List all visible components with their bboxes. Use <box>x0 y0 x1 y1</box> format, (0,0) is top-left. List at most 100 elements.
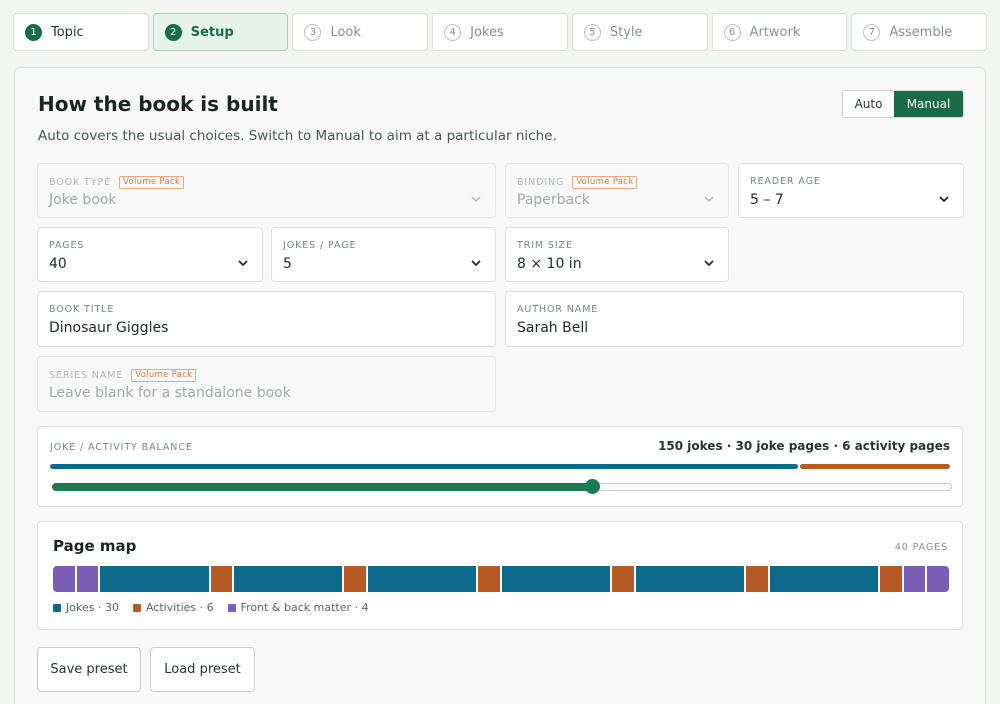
page-title: How the book is built <box>38 92 278 116</box>
chevron-down-icon <box>237 257 249 269</box>
author-name-label: Author name <box>517 304 599 315</box>
legend-swatch <box>227 603 236 612</box>
jokes-per-page-value: 5 <box>283 256 292 272</box>
field-label: Series name Volume Pack <box>49 369 197 382</box>
binding-value: Paperback <box>517 192 590 208</box>
mode-manual-button[interactable]: Manual <box>894 91 963 117</box>
page-segment-front <box>927 566 949 592</box>
page-map-title: Page map <box>53 537 137 555</box>
trim-size-value: 8 × 10 in <box>517 256 582 272</box>
step-assemble[interactable]: 7 Assemble <box>851 13 988 51</box>
balance-slider-thumb[interactable] <box>584 479 600 494</box>
jokes-per-page-select[interactable]: Jokes / page 5 <box>271 227 496 282</box>
balance-label: JOKE / ACTIVITY BALANCE <box>50 442 193 453</box>
volume-pack-badge: Volume Pack <box>131 369 197 382</box>
legend-label: Front & back matter · 4 <box>240 601 369 614</box>
step-label: Topic <box>51 24 84 40</box>
page-subtitle: Auto covers the usual choices. Switch to… <box>38 128 557 144</box>
page-segment-act <box>879 566 902 592</box>
pages-select[interactable]: Pages 40 <box>37 227 263 282</box>
page-segment-jokes <box>769 566 878 592</box>
step-look[interactable]: 3 Look <box>292 13 429 51</box>
page-segment-jokes <box>234 566 343 592</box>
pages-value: 40 <box>49 256 67 272</box>
balance-summary: 150 jokes · 30 joke pages · 6 activity p… <box>658 439 950 453</box>
chevron-down-icon <box>703 193 715 205</box>
page-segment-act <box>478 566 500 592</box>
legend-swatch <box>53 603 61 612</box>
page-segment-front <box>76 566 99 592</box>
page-map: Page map 40 PAGES Jokes · 30 Activities … <box>37 521 963 630</box>
page-segment-act <box>612 566 634 592</box>
step-number: 6 <box>723 23 741 41</box>
field-label: Binding Volume Pack <box>517 176 638 189</box>
page-segment-jokes <box>368 566 477 592</box>
wizard-steps: 1 Topic 2 Setup 3 Look 4 Jokes 5 Style 6… <box>13 13 988 51</box>
mode-toggle: Auto Manual <box>842 90 964 118</box>
jokes-share-bar <box>50 464 798 469</box>
page-count: 40 PAGES <box>894 542 948 553</box>
step-number: 5 <box>583 23 601 41</box>
series-name-label: Series name <box>49 370 124 381</box>
step-label: Assemble <box>889 24 953 40</box>
page-segment-act <box>746 566 768 592</box>
field-label: Book type Volume Pack <box>49 176 185 189</box>
book-title-label: Book title <box>49 304 115 315</box>
series-name-placeholder[interactable]: Leave blank for a standalone book <box>49 385 291 401</box>
step-label: Look <box>330 24 361 40</box>
volume-pack-badge: Volume Pack <box>119 176 185 189</box>
chevron-down-icon <box>470 193 482 205</box>
legend-label: Activities · 6 <box>145 601 214 614</box>
step-style[interactable]: 5 Style <box>571 13 708 51</box>
setup-card: How the book is built Auto covers the us… <box>14 67 986 704</box>
legend-swatch <box>132 603 141 612</box>
step-setup[interactable]: 2 Setup <box>152 13 289 51</box>
legend-label: Jokes · 30 <box>66 601 119 614</box>
reader-age-select[interactable]: Reader age 5 – 7 <box>738 163 964 218</box>
load-preset-button[interactable]: Load preset <box>150 647 255 692</box>
jokes-per-page-label: Jokes / page <box>283 240 357 251</box>
reader-age-value: 5 – 7 <box>750 192 784 208</box>
binding-label: Binding <box>517 177 565 188</box>
joke-activity-balance: JOKE / ACTIVITY BALANCE 150 jokes · 30 j… <box>37 426 963 507</box>
step-label: Style <box>609 24 643 40</box>
pages-label: Pages <box>49 240 85 251</box>
book-title-value[interactable]: Dinosaur Giggles <box>49 320 169 336</box>
book-type-select[interactable]: Book type Volume Pack Joke book <box>37 163 496 218</box>
reader-age-label: Reader age <box>750 176 821 187</box>
save-preset-button[interactable]: Save preset <box>37 647 141 692</box>
trim-size-select[interactable]: Trim size 8 × 10 in <box>505 227 729 282</box>
step-number: 3 <box>304 23 322 41</box>
chevron-down-icon <box>470 257 482 269</box>
legend-activities: Activities · 6 <box>132 601 214 614</box>
balance-slider-fill <box>52 483 592 491</box>
author-name-field[interactable]: Author name Sarah Bell <box>505 291 964 347</box>
mode-auto-button[interactable]: Auto <box>854 97 883 111</box>
step-number: 2 <box>164 23 182 41</box>
chevron-down-icon <box>938 193 950 205</box>
step-label: Setup <box>190 24 234 40</box>
chevron-down-icon <box>703 257 715 269</box>
volume-pack-badge: Volume Pack <box>572 176 638 189</box>
binding-select[interactable]: Binding Volume Pack Paperback <box>505 163 729 218</box>
step-number: 4 <box>444 23 462 41</box>
page-segment-jokes <box>501 566 611 592</box>
page-map-strip <box>53 566 949 592</box>
step-artwork[interactable]: 6 Artwork <box>711 13 848 51</box>
trim-size-label: Trim size <box>517 240 573 251</box>
book-type-label: Book type <box>49 177 111 188</box>
step-jokes[interactable]: 4 Jokes <box>432 13 568 51</box>
step-topic[interactable]: 1 Topic <box>13 13 149 51</box>
page-segment-front <box>903 566 926 592</box>
book-title-field[interactable]: Book title Dinosaur Giggles <box>37 291 496 347</box>
page-segment-act <box>344 566 367 592</box>
page-segment-jokes <box>635 566 745 592</box>
activities-share-bar <box>800 464 950 469</box>
legend-front-back: Front & back matter · 4 <box>227 601 369 614</box>
step-label: Artwork <box>749 24 801 40</box>
page-segment-act <box>210 566 233 592</box>
author-name-value[interactable]: Sarah Bell <box>517 320 589 336</box>
page-segment-jokes <box>100 566 209 592</box>
series-name-field[interactable]: Series name Volume Pack Leave blank for … <box>37 356 496 412</box>
legend-jokes: Jokes · 30 <box>53 601 119 614</box>
